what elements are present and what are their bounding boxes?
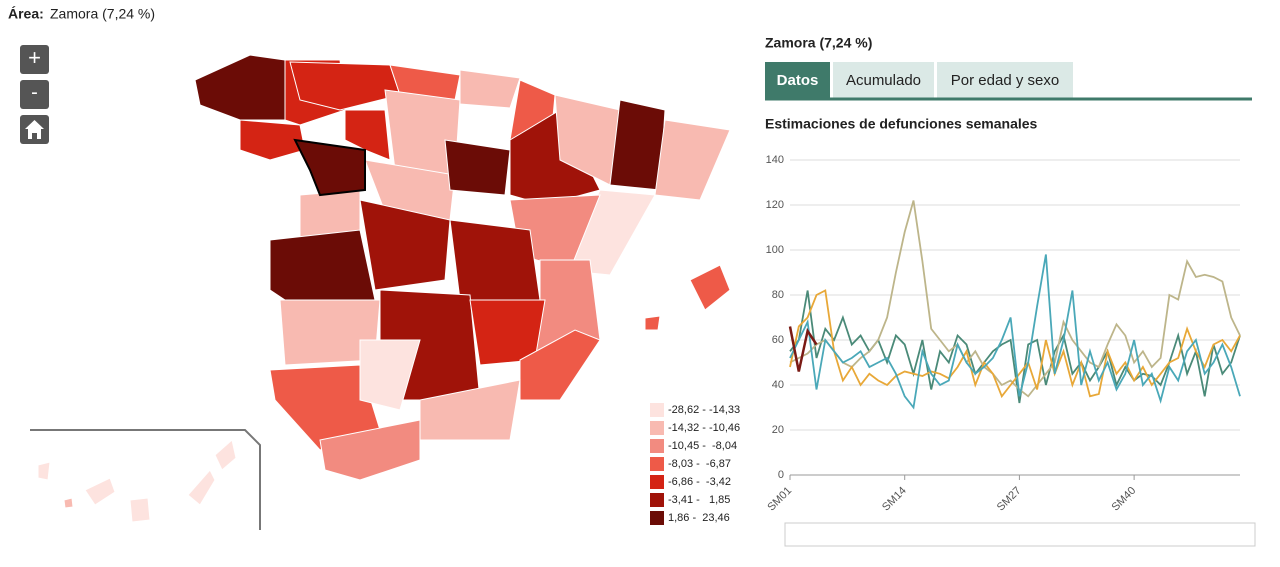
canarias-frame — [30, 429, 261, 530]
chart: 020406080100120140SM01SM14SM27SM40202320… — [765, 154, 1241, 541]
series-line — [789, 254, 1241, 410]
province[interactable] — [609, 99, 666, 191]
legend-swatch — [650, 439, 664, 453]
province[interactable] — [359, 199, 451, 291]
map — [30, 54, 731, 530]
x-tick-label: SM14 — [880, 485, 909, 514]
province[interactable] — [214, 439, 237, 471]
series-line — [789, 290, 1241, 404]
province[interactable] — [444, 139, 511, 196]
x-tick-label: SM27 — [995, 485, 1024, 514]
province[interactable] — [519, 329, 601, 401]
legend-swatch — [650, 475, 664, 489]
map-legend: -28,62 - -14,33 -14,32 - -10,46 -10,45 - -… — [650, 403, 740, 525]
y-tick-label: 140 — [766, 154, 784, 166]
legend-label: -14,32 - -10,46 — [668, 422, 740, 434]
tab[interactable] — [833, 62, 934, 98]
province[interactable] — [449, 219, 541, 301]
legend-label: -3,41 - 1,85 — [668, 494, 730, 506]
series-line — [789, 200, 1241, 398]
y-tick-label: 100 — [766, 244, 784, 256]
tab-label: Acumulado — [846, 72, 921, 89]
chart-title: Estimaciones de defunciones semanales — [765, 116, 1038, 132]
province[interactable] — [344, 109, 391, 161]
y-tick-label: 80 — [772, 289, 784, 301]
province[interactable] — [319, 419, 421, 481]
province[interactable] — [129, 497, 151, 523]
y-tick-label: 0 — [778, 469, 784, 481]
legend-label: -6,86 - -3,42 — [668, 476, 731, 488]
legend-label: -8,03 - -6,87 — [668, 458, 731, 470]
province[interactable] — [187, 469, 216, 506]
legend-label: 1,86 - 23,46 — [668, 512, 730, 524]
legend-label: -10,45 - -8,04 — [668, 440, 737, 452]
legend-swatch — [650, 511, 664, 525]
y-tick-label: 60 — [772, 334, 784, 346]
x-tick-label: SM40 — [1109, 485, 1138, 514]
tabs: Datos Acumulado Por edad y sexo — [765, 62, 1073, 98]
y-tick-label: 20 — [772, 424, 784, 436]
tab-label: Datos — [777, 72, 819, 89]
tab[interactable] — [765, 62, 830, 98]
legend-swatch — [650, 457, 664, 471]
province[interactable] — [289, 61, 401, 111]
zoom-in-label: + — [28, 45, 41, 70]
legend-swatch — [650, 421, 664, 435]
province[interactable] — [84, 477, 116, 506]
zoom-out-button[interactable] — [20, 80, 49, 109]
y-tick-label: 40 — [772, 379, 784, 391]
province[interactable] — [37, 461, 51, 481]
home-icon — [25, 120, 44, 139]
zoom-out-label: - — [31, 81, 38, 103]
tab[interactable] — [937, 62, 1073, 98]
tab-label: Por edad y sexo — [951, 72, 1059, 89]
panel-title: Zamora (7,24 %) — [765, 35, 872, 51]
province[interactable] — [459, 69, 521, 109]
province[interactable] — [194, 54, 286, 121]
province[interactable] — [644, 315, 661, 331]
zoom-in-button[interactable] — [20, 45, 49, 74]
area-label: Área: — [8, 6, 44, 22]
x-tick-label: SM01 — [765, 485, 794, 514]
selected-province[interactable] — [293, 138, 366, 197]
province[interactable] — [269, 229, 376, 311]
province[interactable] — [63, 497, 74, 509]
area-name: Zamora (7,24 %) — [50, 6, 155, 22]
province[interactable] — [239, 119, 306, 161]
series-line — [789, 289, 1241, 399]
y-tick-label: 120 — [766, 199, 784, 211]
legend-swatch — [650, 493, 664, 507]
province[interactable] — [654, 119, 731, 201]
chart-legend-box — [784, 522, 1256, 547]
province[interactable] — [359, 339, 421, 411]
province[interactable] — [689, 264, 731, 311]
legend-swatch — [650, 403, 664, 417]
legend-label: -28,62 - -14,33 — [668, 404, 740, 416]
series-line — [788, 326, 818, 372]
